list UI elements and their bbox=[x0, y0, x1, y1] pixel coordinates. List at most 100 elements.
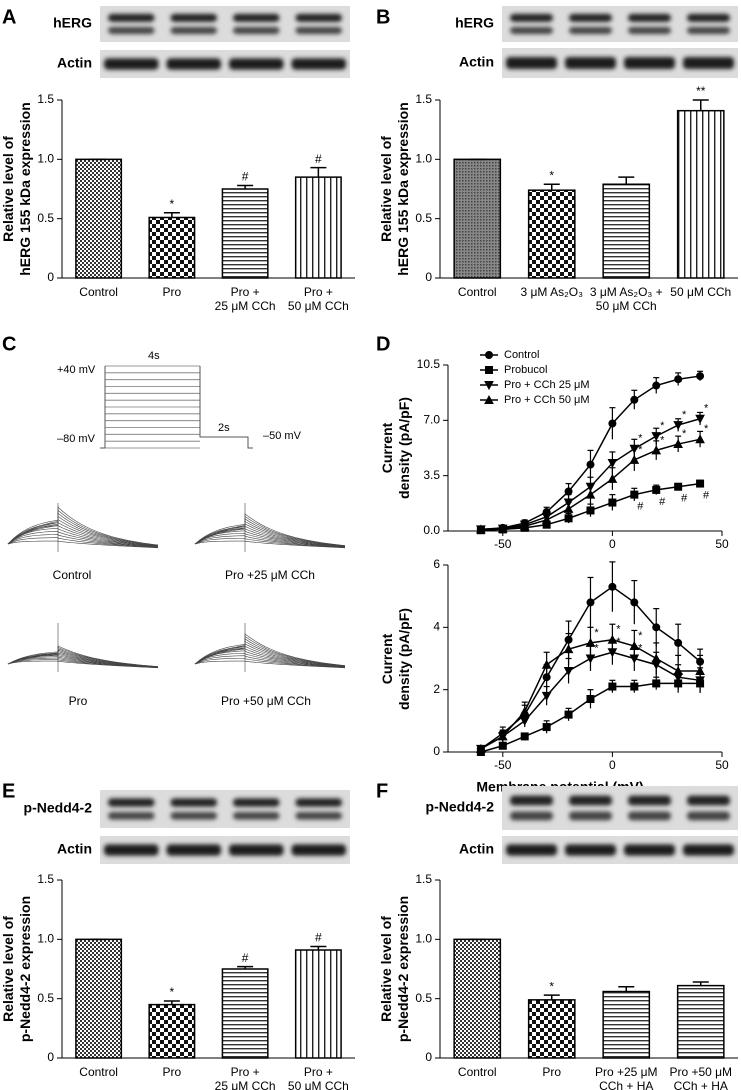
current-trace bbox=[7, 506, 159, 546]
data-point bbox=[696, 372, 705, 381]
protocol-label: +40 mV bbox=[57, 364, 96, 376]
blot-label: Actin bbox=[57, 841, 92, 857]
current-trace bbox=[194, 633, 346, 666]
blot-band bbox=[229, 844, 284, 856]
blot-background bbox=[100, 6, 350, 42]
x-tick-label: Control bbox=[457, 285, 497, 299]
blot-band bbox=[166, 844, 221, 856]
bar bbox=[453, 938, 502, 1059]
legend-marker bbox=[485, 366, 493, 374]
blot-band bbox=[624, 844, 675, 856]
band-upper bbox=[510, 13, 553, 22]
panel-letter: B bbox=[376, 6, 390, 28]
data-point bbox=[673, 421, 683, 431]
significance-mark: * bbox=[704, 423, 709, 435]
data-point bbox=[585, 637, 596, 647]
current-trace bbox=[194, 523, 346, 547]
band-upper bbox=[233, 13, 280, 22]
legend-marker bbox=[484, 394, 494, 404]
legend-marker bbox=[484, 381, 494, 391]
blot-band bbox=[506, 57, 557, 69]
legend-label: Pro + CCh 50 μM bbox=[504, 394, 590, 406]
data-point bbox=[564, 487, 573, 496]
error-bar bbox=[310, 945, 327, 951]
protocol-tail bbox=[199, 366, 253, 449]
bar bbox=[75, 158, 123, 279]
current-trace bbox=[7, 534, 159, 548]
data-point bbox=[497, 523, 508, 533]
blot-band bbox=[295, 798, 342, 820]
panel-letter: E bbox=[2, 780, 15, 802]
panel-letter: C bbox=[2, 333, 16, 355]
blot-label: Actin bbox=[459, 841, 494, 857]
current-trace bbox=[194, 538, 346, 548]
error-bar bbox=[543, 183, 560, 191]
data-point bbox=[563, 503, 574, 513]
band-upper bbox=[569, 795, 612, 806]
band-lower bbox=[233, 26, 280, 35]
significance-mark: * bbox=[638, 433, 643, 445]
current-trace bbox=[7, 509, 159, 546]
data-point bbox=[476, 743, 486, 753]
x-tick-label: Pro bbox=[542, 1065, 562, 1079]
y-tick-label: 0.0 bbox=[423, 523, 440, 537]
legend-marker bbox=[485, 351, 493, 359]
significance-mark: * bbox=[704, 403, 709, 415]
blot-label: hERG bbox=[53, 15, 92, 31]
y-tick-label: 1.0 bbox=[37, 932, 54, 946]
y-tick-label: 6 bbox=[433, 557, 440, 571]
x-tick-label: -50 bbox=[494, 758, 512, 772]
y-tick-label: 0.5 bbox=[415, 211, 432, 225]
data-point bbox=[630, 598, 639, 607]
significance-mark: # bbox=[315, 931, 322, 945]
current-trace bbox=[194, 650, 346, 668]
x-tick-label: 50 μM CCh bbox=[670, 285, 732, 299]
data-point bbox=[541, 514, 552, 524]
bar bbox=[527, 999, 576, 1059]
y-tick-label: 0 bbox=[433, 744, 440, 758]
blot-band bbox=[108, 13, 155, 35]
band bbox=[104, 58, 159, 70]
y-tick-label: 0 bbox=[425, 270, 432, 284]
x-tick-label: Pro + 25 μM CCh bbox=[214, 1065, 276, 1090]
blot-band bbox=[624, 57, 675, 69]
data-point bbox=[608, 582, 617, 591]
data-point bbox=[563, 666, 574, 677]
current-trace bbox=[194, 643, 346, 667]
y-axis-label: Relative level of hERG 155 kDa expressio… bbox=[0, 102, 33, 276]
y-tick-label: 0.5 bbox=[37, 991, 54, 1005]
band-upper bbox=[687, 13, 730, 22]
protocol-label: –80 mV bbox=[57, 433, 96, 445]
band-lower bbox=[295, 812, 342, 820]
panel-letter: D bbox=[376, 333, 390, 355]
data-point bbox=[519, 521, 530, 531]
current-trace bbox=[194, 520, 346, 547]
blot-band bbox=[166, 58, 221, 70]
y-tick-label: 2 bbox=[433, 682, 440, 696]
bar bbox=[75, 938, 123, 1059]
legend-label: Control bbox=[504, 349, 539, 361]
significance-mark: # bbox=[681, 493, 688, 505]
blot-band bbox=[506, 844, 557, 856]
bar bbox=[676, 109, 725, 279]
band-lower bbox=[170, 812, 217, 820]
band-upper bbox=[108, 13, 155, 22]
current-trace bbox=[7, 518, 159, 547]
x-tick-label: 3 μM As₂O₃ + 50 μM CCh bbox=[589, 285, 663, 314]
x-tick-label: 3 μM As₂O₃ bbox=[520, 285, 583, 299]
data-point bbox=[608, 498, 617, 507]
data-point bbox=[651, 445, 662, 455]
data-point bbox=[607, 459, 618, 469]
legend-label: Probucol bbox=[504, 364, 547, 376]
significance-mark: ** bbox=[696, 84, 706, 98]
blot-label: Actin bbox=[57, 55, 92, 71]
data-point bbox=[696, 479, 705, 488]
significance-mark: # bbox=[242, 951, 249, 965]
current-trace bbox=[7, 522, 159, 547]
y-axis-label: Relative level of hERG 155 kDa expressio… bbox=[378, 102, 411, 276]
current-trace bbox=[7, 512, 159, 546]
y-tick-label: 0 bbox=[47, 270, 54, 284]
bar bbox=[602, 990, 651, 1059]
band-upper bbox=[569, 13, 612, 22]
blot-band bbox=[687, 13, 730, 35]
